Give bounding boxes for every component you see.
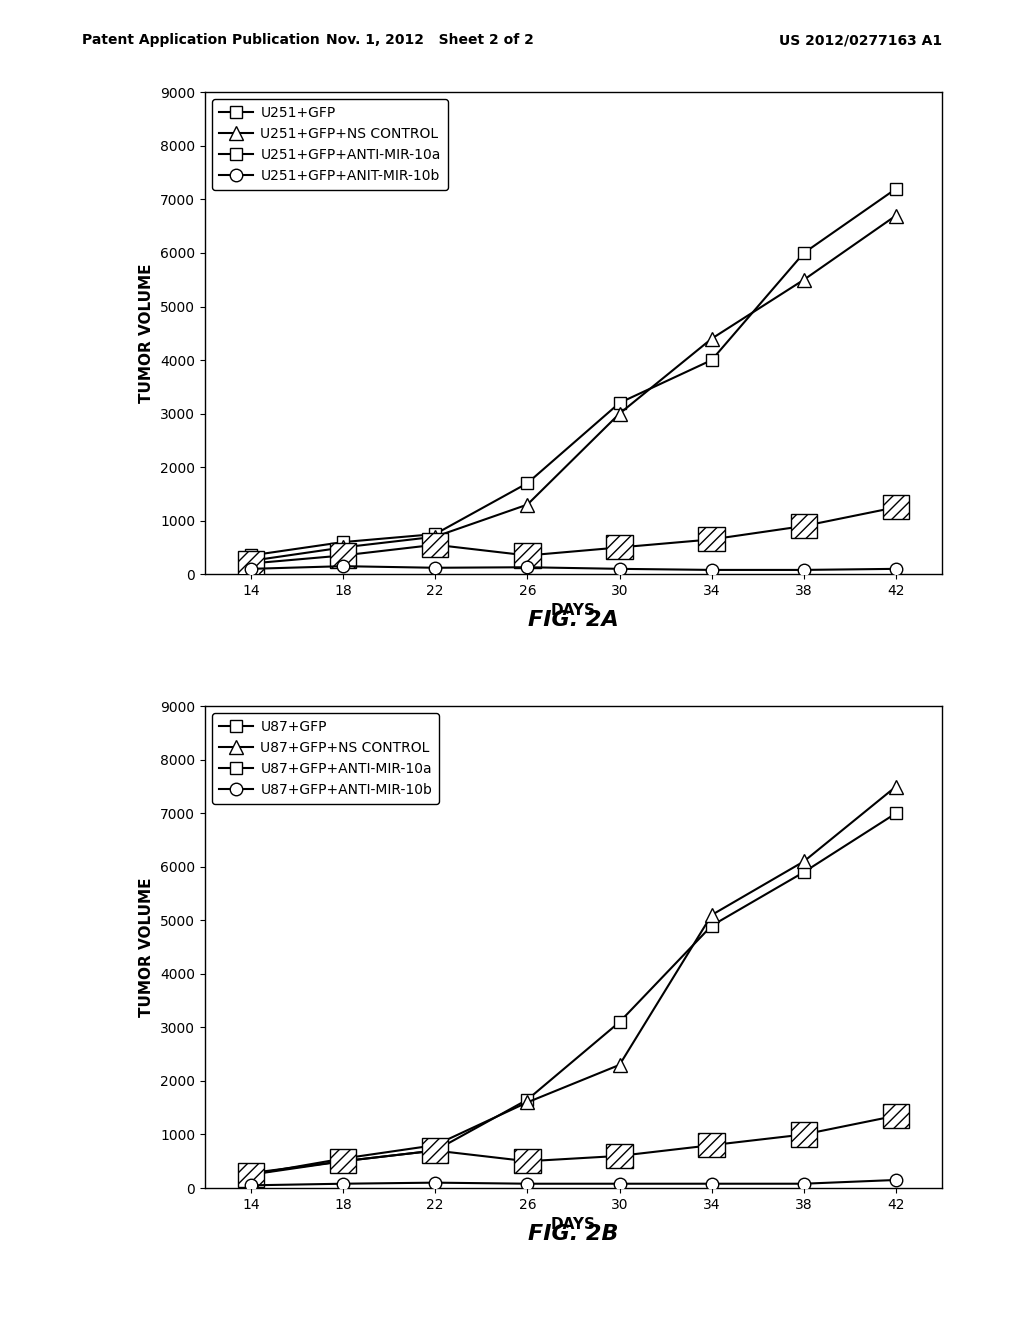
Bar xyxy=(330,544,356,568)
U87+GFP+ANTI-MIR-10b xyxy=(890,1172,902,1188)
U87+GFP xyxy=(337,1154,349,1170)
U251+GFP+NS CONTROL xyxy=(337,540,349,556)
U87+GFP+ANTI-MIR-10b xyxy=(613,1176,626,1192)
U251+GFP xyxy=(429,527,441,543)
Text: FIG. 2B: FIG. 2B xyxy=(528,1224,618,1243)
Bar xyxy=(883,1104,909,1127)
U87+GFP xyxy=(613,1014,626,1030)
U251+GFP+ANIT-MIR-10b xyxy=(337,558,349,574)
U251+GFP+NS CONTROL xyxy=(890,207,902,223)
Bar xyxy=(883,495,909,519)
U251+GFP+NS CONTROL xyxy=(521,496,534,512)
U87+GFP+ANTI-MIR-10b xyxy=(429,1175,441,1191)
Text: FIG. 2A: FIG. 2A xyxy=(528,610,618,630)
U87+GFP+ANTI-MIR-10b xyxy=(337,1176,349,1192)
Bar xyxy=(606,1144,633,1168)
Bar xyxy=(514,1150,541,1173)
U251+GFP xyxy=(613,395,626,411)
Line: U251+GFP: U251+GFP xyxy=(245,182,902,562)
X-axis label: DAYS: DAYS xyxy=(551,1217,596,1233)
Text: US 2012/0277163 A1: US 2012/0277163 A1 xyxy=(779,33,942,48)
Bar xyxy=(791,513,817,539)
Bar xyxy=(238,552,264,576)
U87+GFP xyxy=(890,805,902,821)
U87+GFP+NS CONTROL xyxy=(521,1094,534,1110)
U251+GFP+ANIT-MIR-10b xyxy=(429,560,441,576)
U87+GFP xyxy=(521,1092,534,1107)
Line: U251+GFP+NS CONTROL: U251+GFP+NS CONTROL xyxy=(244,209,903,568)
U87+GFP+ANTI-MIR-10b xyxy=(245,1177,257,1193)
U87+GFP xyxy=(245,1166,257,1181)
Bar xyxy=(791,1122,817,1147)
U251+GFP+ANIT-MIR-10b xyxy=(706,562,718,578)
U251+GFP+ANIT-MIR-10b xyxy=(890,561,902,577)
Bar xyxy=(514,544,541,568)
U87+GFP xyxy=(429,1143,441,1159)
U251+GFP xyxy=(706,352,718,368)
Bar xyxy=(422,533,449,557)
U87+GFP+NS CONTROL xyxy=(429,1138,441,1154)
X-axis label: DAYS: DAYS xyxy=(551,603,596,619)
Bar xyxy=(330,1150,356,1173)
U87+GFP+ANTI-MIR-10b xyxy=(798,1176,810,1192)
U87+GFP xyxy=(706,917,718,933)
Line: U87+GFP+NS CONTROL: U87+GFP+NS CONTROL xyxy=(244,780,903,1181)
U87+GFP+NS CONTROL xyxy=(613,1057,626,1073)
Bar xyxy=(238,1163,264,1187)
U251+GFP xyxy=(337,535,349,550)
U251+GFP+ANIT-MIR-10b xyxy=(798,562,810,578)
U87+GFP+NS CONTROL xyxy=(337,1151,349,1167)
U251+GFP+NS CONTROL xyxy=(613,405,626,421)
Bar xyxy=(698,1133,725,1158)
U251+GFP+NS CONTROL xyxy=(245,553,257,569)
Legend: U87+GFP, U87+GFP+NS CONTROL, U87+GFP+ANTI-MIR-10a, U87+GFP+ANTI-MIR-10b: U87+GFP, U87+GFP+NS CONTROL, U87+GFP+ANT… xyxy=(212,713,439,804)
Line: U251+GFP+ANIT-MIR-10b: U251+GFP+ANIT-MIR-10b xyxy=(245,560,902,576)
U251+GFP+ANIT-MIR-10b xyxy=(613,561,626,577)
U87+GFP+NS CONTROL xyxy=(706,907,718,923)
U251+GFP xyxy=(521,475,534,491)
U87+GFP+ANTI-MIR-10b xyxy=(706,1176,718,1192)
Text: Nov. 1, 2012   Sheet 2 of 2: Nov. 1, 2012 Sheet 2 of 2 xyxy=(326,33,535,48)
U251+GFP+NS CONTROL xyxy=(429,529,441,545)
U251+GFP+NS CONTROL xyxy=(706,331,718,347)
U87+GFP+NS CONTROL xyxy=(890,779,902,795)
Bar xyxy=(422,1138,449,1163)
Legend: U251+GFP, U251+GFP+NS CONTROL, U251+GFP+ANTI-MIR-10a, U251+GFP+ANIT-MIR-10b: U251+GFP, U251+GFP+NS CONTROL, U251+GFP+… xyxy=(212,99,447,190)
U251+GFP xyxy=(798,246,810,261)
Text: Patent Application Publication: Patent Application Publication xyxy=(82,33,319,48)
U251+GFP+NS CONTROL xyxy=(798,272,810,288)
U251+GFP xyxy=(890,181,902,197)
U87+GFP+NS CONTROL xyxy=(245,1167,257,1183)
Y-axis label: TUMOR VOLUME: TUMOR VOLUME xyxy=(139,878,155,1016)
U87+GFP+NS CONTROL xyxy=(798,854,810,870)
Line: U87+GFP+ANTI-MIR-10b: U87+GFP+ANTI-MIR-10b xyxy=(245,1173,902,1192)
Bar xyxy=(698,528,725,552)
U251+GFP+ANIT-MIR-10b xyxy=(521,560,534,576)
Line: U87+GFP: U87+GFP xyxy=(245,807,902,1179)
U251+GFP xyxy=(245,548,257,564)
U87+GFP xyxy=(798,865,810,880)
Bar xyxy=(606,536,633,560)
Y-axis label: TUMOR VOLUME: TUMOR VOLUME xyxy=(139,264,155,403)
U87+GFP+ANTI-MIR-10b xyxy=(521,1176,534,1192)
U251+GFP+ANIT-MIR-10b xyxy=(245,561,257,577)
